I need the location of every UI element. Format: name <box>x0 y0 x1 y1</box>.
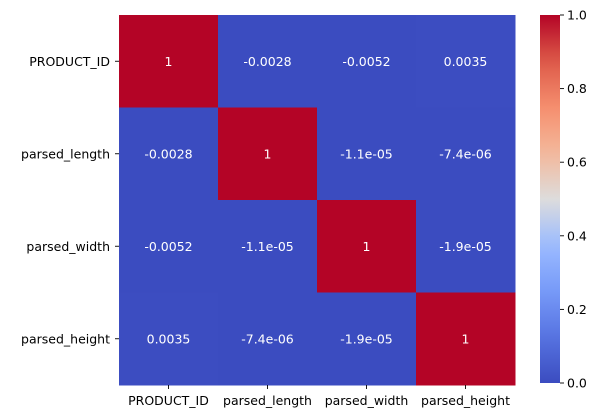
x-tick-label: parsed_width <box>325 393 409 408</box>
heatmap-cell <box>119 292 219 386</box>
cell-value-label: -0.0052 <box>144 239 192 254</box>
colorbar: 0.0 0.2 0.4 0.6 0.8 1.0 <box>540 8 587 391</box>
cell-value-label: -7.4e-06 <box>439 146 492 161</box>
colorbar-tick-label: 0.6 <box>567 155 587 170</box>
x-tick-label: PRODUCT_ID <box>128 393 209 408</box>
x-tick-label: parsed_length <box>223 393 312 408</box>
cell-value-label: 0.0035 <box>147 331 191 346</box>
heatmap-cell <box>416 200 516 293</box>
heatmap-cell <box>317 292 417 386</box>
cell-value-label: -1.9e-05 <box>340 331 393 346</box>
heatmap-cell <box>119 15 219 108</box>
heatmap-cell <box>218 15 318 108</box>
cell-value-label: 0.0035 <box>444 54 488 69</box>
heatmap-cell <box>416 292 516 386</box>
heatmap-cell <box>317 15 417 108</box>
heatmap-cells <box>119 15 516 386</box>
heatmap-cell-labels: 1 -0.0028 -0.0052 0.0035 -0.0028 1 -1.1e-05 -7.… <box>144 54 491 347</box>
heatmap-cell <box>416 15 516 108</box>
colorbar-tick-label: 0.4 <box>567 228 587 243</box>
cell-value-label: -0.0052 <box>342 54 390 69</box>
cell-value-label: -7.4e-06 <box>241 331 294 346</box>
y-tick-label: parsed_height <box>21 331 110 346</box>
cell-value-label: -0.0028 <box>144 146 192 161</box>
heatmap-cell <box>218 292 318 386</box>
heatmap-cell <box>317 107 417 201</box>
x-axis: PRODUCT_ID parsed_length parsed_width parse… <box>128 385 510 408</box>
cell-value-label: 1 <box>264 146 272 161</box>
heatmap-cell <box>119 107 219 201</box>
cell-value-label: 1 <box>165 54 173 69</box>
heatmap-cell <box>416 107 516 201</box>
y-axis: PRODUCT_ID parsed_length parsed_widthparse… <box>21 54 119 346</box>
y-tick-label: PRODUCT_ID <box>29 54 110 69</box>
colorbar-tick-label: 0.0 <box>567 376 587 391</box>
y-tick-label: parsed_width <box>26 239 110 254</box>
cell-value-label: -0.0028 <box>243 54 291 69</box>
colorbar-gradient <box>540 15 560 383</box>
colorbar-tick-label: 0.2 <box>567 302 587 317</box>
cell-value-label: 1 <box>363 239 371 254</box>
colorbar-tick-label: 1.0 <box>567 8 587 23</box>
y-tick-label: parsed_length <box>21 146 110 161</box>
heatmap-cell <box>119 200 219 293</box>
x-tick-label: parsed_height <box>421 393 510 408</box>
heatmap-cell <box>317 200 417 293</box>
colorbar-tick-label: 0.8 <box>567 81 587 96</box>
cell-value-label: -1.1e-05 <box>241 239 294 254</box>
cell-value-label: -1.1e-05 <box>340 146 393 161</box>
heatmap-cell <box>218 107 318 201</box>
cell-value-label: 1 <box>462 331 470 346</box>
cell-value-label: -1.9e-05 <box>439 239 492 254</box>
heatmap-cell <box>218 200 318 293</box>
